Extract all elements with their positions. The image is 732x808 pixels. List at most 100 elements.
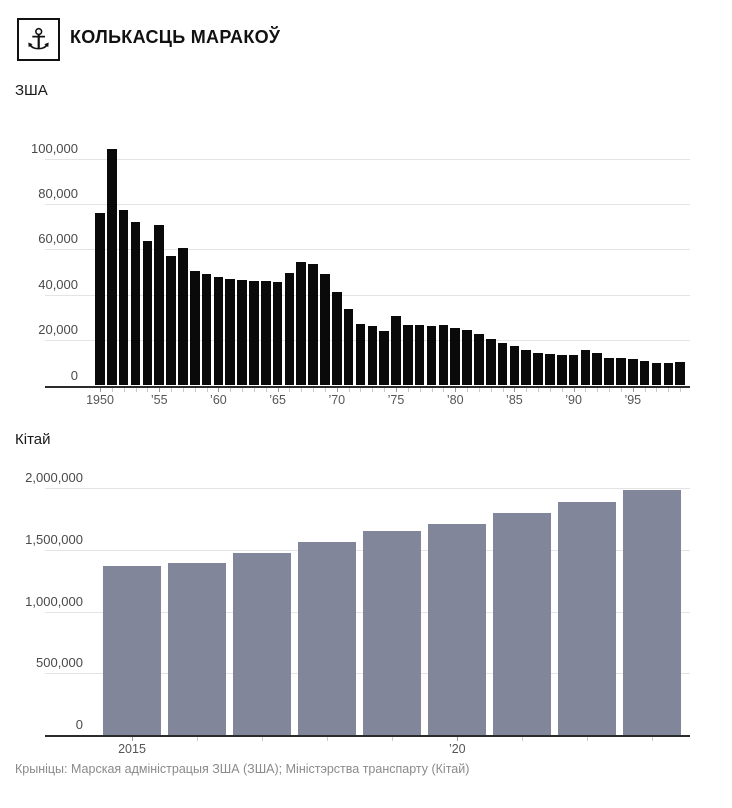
x-axis-tick: [632, 387, 634, 392]
bar-1966: [284, 272, 295, 386]
x-axis-tick: [135, 387, 137, 392]
x-axis-tick: [171, 387, 173, 392]
gridline: [45, 249, 690, 251]
x-axis-tick: [478, 387, 480, 392]
x-axis-label: ’95: [624, 392, 642, 407]
x-axis-tick: [111, 387, 113, 392]
y-axis-label: 100,000: [31, 140, 78, 156]
bar-1986: [521, 350, 532, 386]
x-axis-tick: [514, 387, 516, 392]
source-line: Крыніцы: Марская адміністрацыя ЗША (ЗША)…: [15, 762, 470, 776]
x-axis-tick: [182, 387, 184, 392]
x-axis-tick: [597, 387, 599, 392]
bar-2017: [233, 553, 292, 735]
x-axis-tick: [197, 737, 199, 741]
bar-1991: [580, 350, 591, 386]
bar-1974: [379, 330, 389, 386]
x-axis-tick: [656, 387, 658, 392]
x-axis-tick: [407, 387, 409, 392]
bar-1978: [426, 326, 437, 386]
bar-1998: [663, 363, 674, 386]
bar-1979: [438, 324, 449, 386]
bar-1982: [474, 334, 484, 386]
china-chart-heading: Кітай: [15, 431, 51, 448]
bar-1987: [533, 353, 543, 386]
x-axis-label: ’75: [387, 392, 405, 407]
bar-1983: [485, 339, 496, 386]
x-axis-label: ’70: [328, 392, 346, 407]
y-axis-label: 2,000,000: [25, 470, 83, 485]
y-axis-label: 60,000: [38, 231, 78, 247]
bar-1957: [178, 248, 188, 386]
bar-1980: [450, 327, 460, 386]
bar-1962: [237, 279, 247, 386]
x-axis-tick: [327, 737, 329, 741]
x-axis-tick: [194, 387, 196, 392]
bar-1997: [651, 363, 662, 386]
gridline: [45, 203, 690, 205]
anchor-icon: ⚓: [25, 22, 52, 56]
x-axis-tick: [467, 387, 469, 392]
x-axis-tick: [573, 387, 575, 392]
x-axis-tick: [372, 387, 374, 392]
bar-1968: [308, 263, 318, 386]
bar-1984: [497, 343, 508, 386]
x-axis-tick: [348, 387, 350, 392]
bar-1969: [320, 273, 330, 386]
bar-1961: [225, 278, 236, 386]
bar-2022: [558, 501, 617, 735]
x-axis-tick: [301, 387, 303, 392]
x-axis-label: ’80: [446, 392, 464, 407]
x-axis-tick: [526, 387, 528, 392]
bar-1963: [249, 281, 259, 386]
y-axis-label: 0: [70, 367, 78, 383]
x-axis-tick: [443, 387, 445, 392]
y-axis-label: 1,000,000: [25, 593, 83, 609]
x-axis-tick: [431, 387, 433, 392]
x-axis-tick: [262, 737, 264, 741]
x-axis-tick: [360, 387, 362, 392]
y-axis-label: 0: [75, 717, 83, 732]
bar-2018: [298, 542, 357, 735]
gridline: [45, 340, 690, 342]
x-axis-label: ’90: [565, 392, 582, 407]
x-axis-tick: [620, 387, 622, 392]
bar-2020: [428, 523, 487, 735]
bar-1954: [142, 241, 153, 386]
bar-1959: [201, 274, 212, 386]
bar-1999: [675, 361, 685, 386]
y-axis-label: 40,000: [38, 276, 78, 292]
bar-1964: [260, 280, 271, 386]
x-axis-label: ’65: [269, 392, 286, 407]
x-axis-label: ’55: [150, 392, 168, 407]
x-axis-tick: [585, 387, 587, 392]
bar-1950: [95, 212, 105, 386]
x-axis-tick: [419, 387, 421, 392]
bar-1956: [166, 256, 176, 386]
x-axis-label: ’20: [448, 742, 466, 756]
bar-1996: [639, 360, 650, 386]
x-axis-tick: [230, 387, 232, 392]
x-axis-tick: [242, 387, 244, 392]
bar-1977: [414, 325, 425, 386]
x-axis-tick: [132, 737, 133, 741]
page-title: КОЛЬКАСЦЬ МАРАКОЎ: [70, 27, 281, 47]
x-axis-tick: [668, 387, 670, 392]
x-axis-tick: [455, 387, 457, 392]
x-axis-tick: [324, 387, 326, 392]
x-axis-tick: [147, 387, 149, 392]
y-axis-label: 80,000: [38, 185, 78, 201]
y-axis-label: 1,500,000: [25, 531, 83, 547]
bar-1967: [296, 261, 307, 386]
bar-1990: [568, 355, 579, 386]
x-axis-tick: [392, 737, 394, 741]
x-axis-label: ’60: [210, 392, 227, 407]
bar-1989: [556, 354, 567, 386]
x-axis-tick: [680, 387, 682, 392]
bar-1953: [130, 222, 141, 386]
bar-1972: [355, 324, 366, 386]
x-axis-tick: [490, 387, 492, 392]
x-axis-tick: [457, 737, 459, 741]
bar-1971: [343, 309, 354, 386]
us-chart-heading: ЗША: [15, 82, 48, 99]
